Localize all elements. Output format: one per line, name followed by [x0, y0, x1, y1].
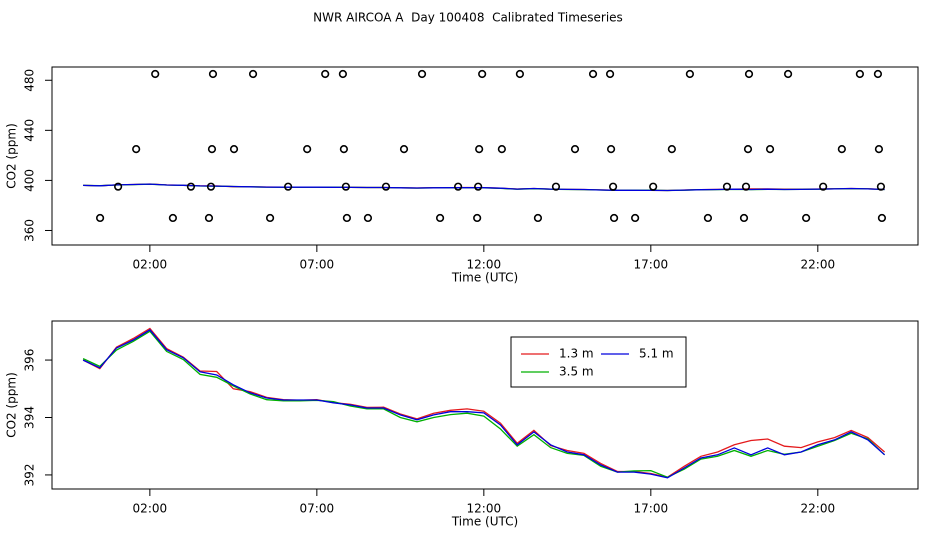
- scatter-point: [303, 145, 312, 154]
- x-tick-label: 17:00: [634, 502, 669, 516]
- scatter-point: [608, 182, 618, 191]
- x-axis-label: Time (UTC): [451, 271, 518, 285]
- scatter-point: [551, 182, 561, 191]
- scatter-point: [873, 69, 883, 79]
- scatter-point: [588, 69, 598, 79]
- scatter-point: [475, 145, 484, 154]
- x-tick-label: 07:00: [300, 502, 335, 516]
- scatter-point: [265, 213, 275, 223]
- scatter-point: [454, 182, 463, 191]
- x-tick-label: 07:00: [300, 258, 335, 272]
- y-tick-label: 480: [23, 69, 37, 92]
- scatter-point: [473, 213, 482, 223]
- scatter-point: [321, 69, 330, 79]
- scatter-point: [703, 213, 713, 223]
- x-tick-label: 22:00: [801, 258, 836, 272]
- x-tick-label: 12:00: [467, 502, 502, 516]
- scatter-point: [399, 145, 409, 154]
- scatter-point: [837, 145, 846, 154]
- scatter-point: [802, 213, 811, 223]
- x-axis-label: Time (UTC): [451, 515, 518, 529]
- scatter-point: [284, 182, 293, 191]
- scatter-point: [208, 69, 218, 79]
- y-tick-label: 400: [23, 169, 37, 192]
- scatter-point: [168, 213, 177, 223]
- y-tick-label: 440: [23, 119, 37, 142]
- y-axis-label: CO2 (ppm): [5, 123, 19, 189]
- series-line: [82, 327, 886, 478]
- scatter-point: [741, 182, 751, 191]
- scatter-point: [877, 213, 887, 223]
- scatter-point: [417, 69, 427, 79]
- scatter-point: [667, 145, 676, 154]
- scatter-point: [743, 145, 753, 154]
- legend-label: 1.3 m: [559, 347, 594, 361]
- scatter-point: [605, 69, 615, 79]
- scatter-point: [435, 213, 445, 223]
- scatter-point: [685, 69, 694, 79]
- x-tick-label: 17:00: [634, 258, 669, 272]
- scatter-point: [338, 69, 347, 79]
- scatter-point: [744, 69, 754, 79]
- y-tick-label: 392: [23, 463, 37, 486]
- scatter-point: [515, 69, 525, 79]
- scatter-point: [204, 213, 214, 223]
- scatter-point: [132, 145, 141, 154]
- scatter-point: [381, 182, 391, 191]
- series-line: [82, 330, 886, 478]
- series-line: [82, 329, 886, 479]
- y-tick-label: 396: [23, 349, 37, 372]
- y-tick-label: 360: [23, 219, 37, 242]
- scatter-point: [114, 182, 123, 191]
- legend-label: 3.5 m: [559, 365, 594, 379]
- scatter-point: [339, 145, 348, 154]
- scatter-point: [186, 182, 196, 191]
- scatter-point: [783, 69, 793, 79]
- scatter-point: [206, 182, 216, 191]
- scatter-point: [722, 182, 732, 191]
- scatter-point: [609, 213, 619, 223]
- scatter-point: [533, 213, 543, 223]
- scatter-point: [497, 145, 506, 154]
- scatter-point: [570, 145, 580, 154]
- scatter-point: [341, 182, 350, 191]
- plot-box: [51, 66, 919, 246]
- scatter-point: [342, 213, 352, 223]
- scatter-point: [739, 213, 749, 223]
- x-tick-label: 02:00: [133, 258, 168, 272]
- scatter-point: [855, 69, 864, 79]
- scatter-point: [95, 213, 105, 223]
- scatter-point: [649, 182, 658, 191]
- scatter-point: [765, 145, 775, 154]
- chart-title: NWR AIRCOA A Day 100408 Calibrated Times…: [313, 11, 623, 25]
- x-tick-label: 22:00: [801, 502, 836, 516]
- scatter-point: [606, 145, 616, 154]
- scatter-point: [363, 213, 373, 223]
- scatter-point: [819, 182, 828, 191]
- x-tick-label: 02:00: [133, 502, 168, 516]
- scatter-point: [207, 145, 217, 154]
- scatter-point: [876, 182, 886, 191]
- scatter-point: [478, 69, 487, 79]
- x-tick-label: 12:00: [467, 258, 502, 272]
- scatter-point: [151, 69, 160, 79]
- scatter-point: [229, 145, 239, 154]
- legend-label: 5.1 m: [639, 347, 674, 361]
- legend-box: [510, 336, 687, 388]
- y-axis-label: CO2 (ppm): [5, 372, 19, 438]
- scatter-point: [874, 145, 884, 154]
- plot-box: [51, 320, 919, 490]
- scatter-point: [474, 182, 483, 191]
- scatter-point: [631, 213, 640, 223]
- scatter-point: [248, 69, 258, 79]
- series-line: [83, 183, 885, 192]
- y-tick-label: 394: [23, 406, 37, 429]
